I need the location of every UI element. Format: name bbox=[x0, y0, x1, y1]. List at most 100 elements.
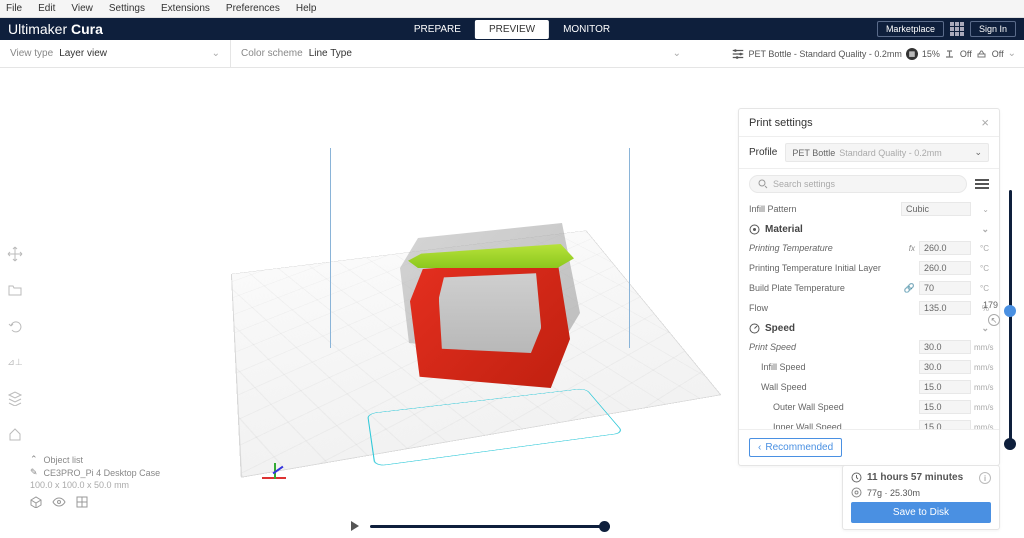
viewtype-dropdown[interactable]: View type Layer view ⌄ bbox=[0, 48, 230, 59]
setting-unit: mm/s bbox=[971, 423, 989, 430]
save-button[interactable]: Save to Disk bbox=[851, 502, 991, 523]
tab-monitor[interactable]: MONITOR bbox=[549, 20, 624, 39]
setting-infill-pattern[interactable]: Infill Pattern Cubic ⌄ bbox=[749, 199, 989, 219]
layer-slider-top-thumb[interactable] bbox=[1004, 305, 1016, 317]
eye-icon[interactable] bbox=[52, 496, 66, 508]
setting-value[interactable]: 30.0 bbox=[919, 340, 971, 354]
marketplace-button[interactable]: Marketplace bbox=[877, 21, 944, 37]
home-tool[interactable] bbox=[4, 423, 26, 445]
setting-name: Inner Wall Speed bbox=[749, 422, 919, 429]
menu-edit[interactable]: Edit bbox=[38, 3, 55, 14]
menu-settings[interactable]: Settings bbox=[109, 3, 145, 14]
setting-name: Flow bbox=[749, 303, 919, 313]
move-tool[interactable] bbox=[4, 243, 26, 265]
grid-icon[interactable] bbox=[76, 496, 88, 508]
setting-unit: mm/s bbox=[971, 403, 989, 412]
setting-value[interactable]: 135.0 bbox=[919, 301, 971, 315]
link-icon[interactable]: 🔗 bbox=[904, 283, 915, 294]
settings-body: Infill Pattern Cubic ⌄ Material ⌄ Printi… bbox=[739, 199, 999, 429]
chevron-down-icon: ⌄ bbox=[981, 323, 989, 334]
chevron-down-icon: ⌄ bbox=[981, 224, 989, 235]
setting-row[interactable]: Flow135.0% bbox=[749, 298, 989, 318]
info-icon[interactable]: i bbox=[979, 472, 991, 484]
controlbar: View type Layer view ⌄ Color scheme Line… bbox=[0, 40, 1024, 68]
menu-view[interactable]: View bbox=[71, 3, 93, 14]
chevron-left-icon: ‹ bbox=[758, 442, 761, 453]
slider-track[interactable] bbox=[370, 525, 610, 528]
profile-dropdown[interactable]: PET Bottle Standard Quality - 0.2mm ⌄ bbox=[785, 143, 989, 162]
cursor-tooltip: ↖ bbox=[988, 314, 1000, 326]
setting-row[interactable]: Print Speed30.0mm/s bbox=[749, 337, 989, 357]
setting-unit: °C bbox=[971, 284, 989, 293]
setting-row[interactable]: Outer Wall Speed15.0mm/s bbox=[749, 397, 989, 417]
object-list-label[interactable]: Object list bbox=[44, 455, 84, 465]
left-toolbar: ⊿⊥ bbox=[4, 243, 28, 445]
setting-value[interactable]: 15.0 bbox=[919, 420, 971, 429]
signin-button[interactable]: Sign In bbox=[970, 21, 1016, 37]
menu-preferences[interactable]: Preferences bbox=[226, 3, 280, 14]
colorscheme-dropdown[interactable]: Color scheme Line Type ⌄ bbox=[231, 48, 691, 59]
setting-value[interactable]: 70 bbox=[919, 281, 971, 295]
tab-preview[interactable]: PREVIEW bbox=[475, 20, 549, 39]
function-icon[interactable]: fx bbox=[909, 244, 915, 253]
estimate-panel: i 11 hours 57 minutes 77g · 25.30m Save … bbox=[842, 465, 1000, 530]
setting-row[interactable]: Wall Speed15.0mm/s bbox=[749, 377, 989, 397]
speed-icon bbox=[749, 323, 760, 334]
section-material[interactable]: Material ⌄ bbox=[749, 219, 989, 238]
topbar: Ultimaker Cura PREPARE PREVIEW MONITOR M… bbox=[0, 18, 1024, 40]
menu-extensions[interactable]: Extensions bbox=[161, 3, 210, 14]
layer-number: 179 bbox=[983, 300, 998, 310]
axis-gizmo bbox=[262, 463, 290, 491]
tab-prepare[interactable]: PREPARE bbox=[400, 20, 475, 39]
setting-name: Printing Temperature Initial Layer bbox=[749, 263, 919, 273]
layer-slider-bottom-thumb[interactable] bbox=[1004, 438, 1016, 450]
setting-value[interactable]: 15.0 bbox=[919, 400, 971, 414]
menu-file[interactable]: File bbox=[6, 3, 22, 14]
undo-tool[interactable] bbox=[4, 315, 26, 337]
material-estimate: 77g · 25.30m bbox=[867, 488, 920, 498]
slider-thumb[interactable] bbox=[599, 521, 610, 532]
app-logo: Ultimaker Cura bbox=[8, 21, 103, 37]
setting-value[interactable]: 30.0 bbox=[919, 360, 971, 374]
setting-value[interactable]: 15.0 bbox=[919, 380, 971, 394]
model-walls bbox=[410, 248, 570, 388]
close-icon[interactable]: × bbox=[981, 115, 989, 130]
setting-row[interactable]: Infill Speed30.0mm/s bbox=[749, 357, 989, 377]
print-time: 11 hours 57 minutes bbox=[867, 472, 963, 483]
setting-row[interactable]: Printing Temperature Initial Layer260.0°… bbox=[749, 258, 989, 278]
print-settings-summary[interactable]: PET Bottle - Standard Quality - 0.2mm ▦ … bbox=[731, 47, 1024, 61]
layer-slider[interactable]: 179 bbox=[1002, 190, 1018, 450]
chevron-down-icon: ⌄ bbox=[1008, 48, 1016, 59]
recommended-button[interactable]: ‹ Recommended bbox=[749, 438, 842, 457]
setting-name: Print Speed bbox=[749, 342, 919, 352]
section-speed[interactable]: Speed ⌄ bbox=[749, 318, 989, 337]
setting-name: Build Plate Temperature bbox=[749, 283, 904, 293]
hamburger-icon[interactable] bbox=[975, 179, 989, 189]
play-icon[interactable] bbox=[350, 520, 360, 532]
adhesion-icon bbox=[976, 48, 988, 60]
setting-name: Outer Wall Speed bbox=[749, 402, 919, 412]
setting-name: Wall Speed bbox=[749, 382, 919, 392]
object-name[interactable]: CE3PRO_Pi 4 Desktop Case bbox=[44, 468, 161, 478]
simulation-slider[interactable] bbox=[350, 520, 610, 532]
apps-icon[interactable] bbox=[950, 22, 964, 36]
main: ⊿⊥ ⌃ Object list ✎ CE3PRO_Pi 4 Desktop Cas… bbox=[0, 68, 1024, 538]
setting-value[interactable]: 260.0 bbox=[919, 261, 971, 275]
setting-name: Infill Speed bbox=[749, 362, 919, 372]
cube-icon[interactable] bbox=[30, 496, 42, 508]
object-dimensions: 100.0 x 100.0 x 50.0 mm bbox=[30, 480, 129, 490]
setting-value[interactable]: 260.0 bbox=[919, 241, 971, 255]
settings-search[interactable]: Search settings bbox=[749, 175, 967, 193]
setting-row[interactable]: Build Plate Temperature🔗 70°C bbox=[749, 278, 989, 298]
chevron-down-icon: ⌄ bbox=[974, 147, 982, 158]
menu-help[interactable]: Help bbox=[296, 3, 317, 14]
folder-tool[interactable] bbox=[4, 279, 26, 301]
setting-row[interactable]: Printing Temperaturefx260.0°C bbox=[749, 238, 989, 258]
setting-row[interactable]: Inner Wall Speed15.0mm/s bbox=[749, 417, 989, 429]
setting-unit: °C bbox=[971, 244, 989, 253]
dimension-tool[interactable]: ⊿⊥ bbox=[4, 351, 26, 373]
layers-tool[interactable] bbox=[4, 387, 26, 409]
chevron-up-icon[interactable]: ⌃ bbox=[30, 454, 38, 465]
pencil-icon[interactable]: ✎ bbox=[30, 467, 38, 478]
support-icon bbox=[944, 48, 956, 60]
